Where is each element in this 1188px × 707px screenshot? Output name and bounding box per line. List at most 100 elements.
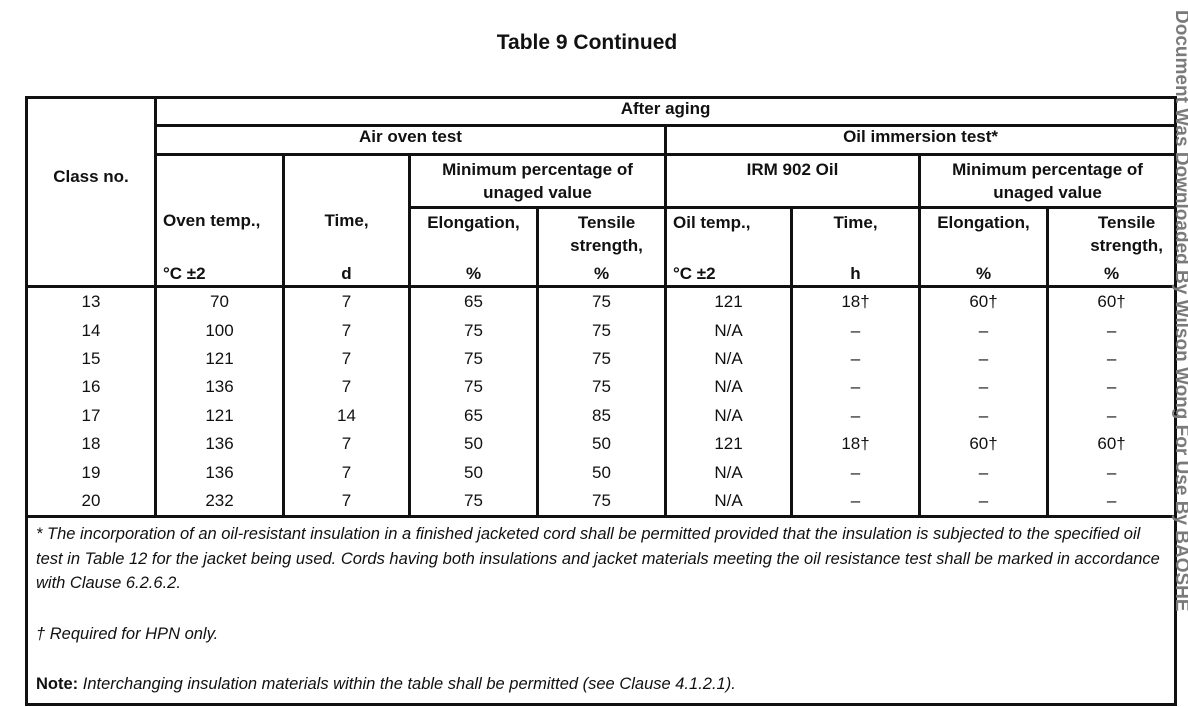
table-cell: N/A xyxy=(664,486,793,519)
table-cell: 60† xyxy=(918,429,1049,459)
table-cell: – xyxy=(918,373,1049,402)
table-cell: 7 xyxy=(282,373,411,402)
note-label: Note: xyxy=(36,675,79,694)
table-cell: – xyxy=(790,401,921,430)
table-cell: 50 xyxy=(536,429,667,459)
table-title: Table 9 Continued xyxy=(496,31,678,54)
table-cell: 65 xyxy=(408,401,539,430)
table-cell: – xyxy=(790,486,921,519)
unit-pct: % xyxy=(975,264,992,283)
table-cell: 121 xyxy=(154,344,285,374)
table-cell: 232 xyxy=(154,486,285,519)
table-row: 14 100 7 75 75 N/A – – – xyxy=(25,316,1178,345)
table-cell: 19 xyxy=(25,458,157,487)
table-cell: 13 xyxy=(25,285,157,317)
table-cell: 75 xyxy=(408,373,539,402)
table-cell: – xyxy=(918,316,1049,345)
table-cell: 7 xyxy=(282,429,411,459)
header-oil-temp: Oil temp., xyxy=(673,213,751,232)
table-cell: 7 xyxy=(282,316,411,345)
table-cell: 65 xyxy=(408,285,539,317)
table-cell: 50 xyxy=(536,458,667,487)
table-cell: – xyxy=(1045,316,1178,345)
note: Note: Interchanging insulation materials… xyxy=(36,672,1166,697)
header-air-oven-test: Air oven test xyxy=(154,124,667,156)
table-cell: – xyxy=(1045,458,1178,487)
aging-table: Class no. After aging Air oven test Oil … xyxy=(24,96,1178,706)
table-cell: – xyxy=(1045,486,1178,519)
table-cell: 20 xyxy=(25,486,157,519)
table-cell: – xyxy=(790,373,921,402)
note-text: Interchanging insulation materials withi… xyxy=(82,675,736,694)
table-cell: 14 xyxy=(25,316,157,345)
table-cell: 75 xyxy=(536,486,667,519)
table-cell: – xyxy=(918,458,1049,487)
header-time-hours: Time, xyxy=(833,213,878,232)
header-oil-immersion-test: Oil immersion test* xyxy=(663,124,1178,156)
table-row: 17 121 14 65 85 N/A – – – xyxy=(25,401,1178,430)
table-cell: 85 xyxy=(536,401,667,430)
table-cell: 17 xyxy=(25,401,157,430)
table-cell: – xyxy=(790,458,921,487)
table-cell: 7 xyxy=(282,285,411,317)
table-cell: 75 xyxy=(536,285,667,317)
header-elongation-oil: Elongation, xyxy=(937,213,1030,232)
table-cell: 16 xyxy=(25,373,157,402)
table-cell: 75 xyxy=(536,316,667,345)
table-cell: N/A xyxy=(664,458,793,487)
header-time-days: Time, xyxy=(324,211,369,230)
table-cell: 75 xyxy=(536,373,667,402)
table-cell: 18 xyxy=(25,429,157,459)
header-after-aging: After aging xyxy=(153,96,1178,127)
table-row: 18 136 7 50 50 121 18† 60† 60† xyxy=(25,429,1178,459)
table-row: 16 136 7 75 75 N/A – – – xyxy=(25,373,1178,402)
footnote-oil-resistant: * The incorporation of an oil-resistant … xyxy=(36,525,1160,593)
table-cell: 7 xyxy=(282,458,411,487)
table-cell: – xyxy=(1045,373,1178,402)
header-oven-temp: Oven temp., xyxy=(163,211,261,230)
table-cell: 7 xyxy=(282,486,411,519)
table-cell: 75 xyxy=(408,344,539,374)
table-cell: – xyxy=(918,486,1049,519)
footnotes: * The incorporation of an oil-resistant … xyxy=(24,515,1178,706)
table-cell: 60† xyxy=(918,285,1049,317)
table-cell: 136 xyxy=(154,458,285,487)
table-cell: 14 xyxy=(282,401,411,430)
table-cell: 18† xyxy=(790,285,921,317)
table-cell: 75 xyxy=(408,316,539,345)
table-cell: 121 xyxy=(664,429,793,459)
footnote-hpn: † Required for HPN only. xyxy=(36,624,219,643)
unit-oven-temp: °C ±2 xyxy=(163,264,206,283)
table-row: 19 136 7 50 50 N/A – – – xyxy=(25,458,1178,487)
table-cell: – xyxy=(1045,344,1178,374)
table-cell: N/A xyxy=(664,401,793,430)
header-class-no: Class no. xyxy=(25,96,157,288)
table-cell: N/A xyxy=(664,316,793,345)
unit-days: d xyxy=(341,264,352,283)
table-cell: 50 xyxy=(408,429,539,459)
header-elongation-air: Elongation, xyxy=(427,213,520,232)
unit-pct: % xyxy=(593,264,610,283)
unit-pct: % xyxy=(1103,264,1120,283)
header-tensile-oil: Tensile strength, xyxy=(1090,213,1163,255)
table-cell: – xyxy=(790,316,921,345)
table-cell: 136 xyxy=(154,429,285,459)
table-row: 20 232 7 75 75 N/A – – – xyxy=(25,486,1178,519)
table-cell: 75 xyxy=(536,344,667,374)
table-cell: N/A xyxy=(664,344,793,374)
table-cell: 50 xyxy=(408,458,539,487)
table-cell: – xyxy=(1045,401,1178,430)
table-cell: – xyxy=(918,344,1049,374)
table-cell: 7 xyxy=(282,344,411,374)
table-cell: 121 xyxy=(154,401,285,430)
table-cell: 60† xyxy=(1045,429,1178,459)
table-cell: 70 xyxy=(154,285,285,317)
table-cell: 100 xyxy=(154,316,285,345)
unit-oil-temp: °C ±2 xyxy=(673,264,716,283)
table-row: 13 70 7 65 75 121 18† 60† 60† xyxy=(25,285,1178,317)
table-cell: 15 xyxy=(25,344,157,374)
unit-pct: % xyxy=(465,264,482,283)
header-min-pct-oil: Minimum percentage of unaged value xyxy=(917,153,1178,209)
header-min-pct-air: Minimum percentage of unaged value xyxy=(408,153,667,209)
unit-hours: h xyxy=(850,264,861,283)
